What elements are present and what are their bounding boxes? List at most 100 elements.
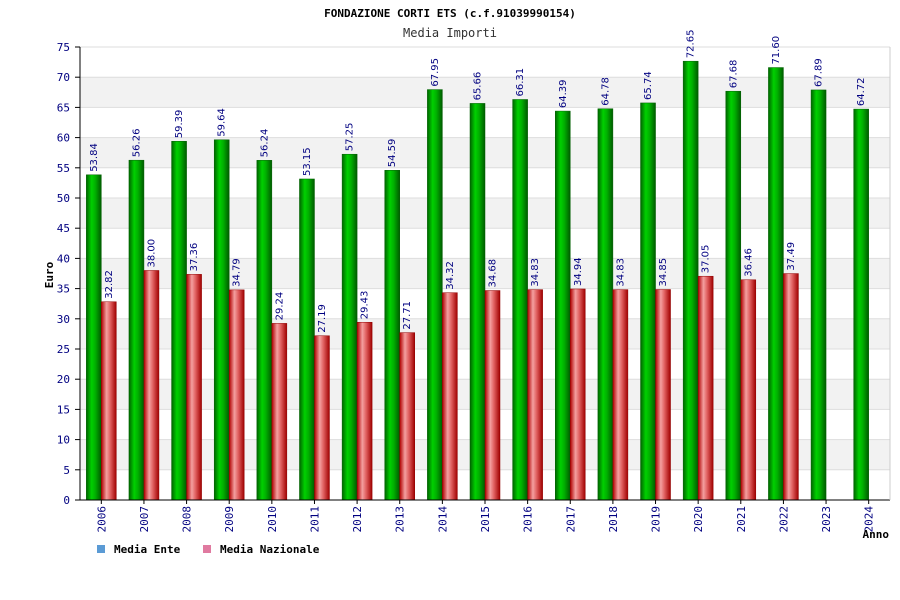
bar-media-nazionale <box>314 335 330 501</box>
x-tick-label: 2006 <box>95 506 108 533</box>
bar-media-nazionale <box>101 301 117 501</box>
bar-label-media-ente: 59.64 <box>217 108 228 137</box>
x-tick-label: 2018 <box>607 506 620 533</box>
bar-label-media-nazionale: 34.79 <box>232 258 243 287</box>
axes <box>79 47 891 501</box>
y-tick-label: 70 <box>57 71 70 84</box>
legend-swatch-media-nazionale <box>203 545 211 553</box>
chart-subtitle: Media Importi <box>403 26 497 40</box>
bar-media-nazionale <box>399 332 415 501</box>
bar-media-ente <box>853 108 869 501</box>
bar-media-ente <box>725 90 742 501</box>
bar-label-media-ente: 72.65 <box>686 30 697 59</box>
bar-label-media-nazionale: 27.71 <box>402 301 413 330</box>
x-tick-label: 2019 <box>650 506 663 533</box>
bar-label-media-nazionale: 37.05 <box>701 245 712 274</box>
x-tick-label: 2008 <box>181 506 194 533</box>
bar-media-ente <box>86 174 102 501</box>
bar-label-media-nazionale: 37.36 <box>189 243 200 272</box>
bar-media-ente <box>171 141 187 501</box>
bar-media-nazionale <box>570 288 586 501</box>
x-tick-label: 2011 <box>308 506 321 533</box>
y-tick-label: 75 <box>57 41 70 54</box>
bar-label-media-nazionale: 34.83 <box>615 258 626 287</box>
bar-media-ente <box>555 110 571 501</box>
x-tick-label: 2013 <box>394 506 407 533</box>
x-tick-label: 2021 <box>735 506 748 533</box>
bar-media-nazionale <box>143 270 160 501</box>
bar-label-media-nazionale: 34.85 <box>658 258 669 287</box>
bar-media-nazionale <box>527 289 543 501</box>
y-tick-label: 5 <box>63 464 70 477</box>
x-tick-label: 2007 <box>138 506 151 533</box>
bar-label-media-nazionale: 38.00 <box>146 239 157 268</box>
bar-media-nazionale <box>228 289 245 501</box>
bar-label-media-ente: 65.66 <box>473 72 484 101</box>
bar-media-nazionale <box>697 275 714 501</box>
bar-media-nazionale <box>783 273 799 501</box>
bar-label-media-ente: 67.89 <box>814 58 825 87</box>
legend: Media Ente Media Nazionale <box>97 543 320 556</box>
bar-media-ente <box>768 67 784 501</box>
bar-media-nazionale <box>612 289 629 501</box>
x-tick-label: 2016 <box>522 506 535 533</box>
x-tick-label: 2024 <box>863 506 876 533</box>
y-tick-label: 40 <box>57 252 70 265</box>
bar-media-ente <box>469 103 486 501</box>
bar-label-media-ente: 53.15 <box>302 147 313 176</box>
bar-label-media-nazionale: 29.24 <box>274 292 285 321</box>
y-tick-label: 35 <box>57 283 70 296</box>
bar-label-media-nazionale: 34.94 <box>573 257 584 286</box>
y-axis-label: Euro <box>43 261 56 288</box>
x-tick-label: 2009 <box>223 506 236 533</box>
y-tick-label: 0 <box>63 494 70 507</box>
bar-media-nazionale <box>484 290 501 501</box>
bar-media-ente <box>640 102 656 501</box>
bar-label-media-ente: 66.31 <box>515 68 526 97</box>
y-tick-label: 60 <box>57 132 70 145</box>
x-tick-label: 2023 <box>820 506 833 533</box>
bar-media-ente <box>213 139 230 501</box>
bar-label-media-ente: 53.84 <box>89 143 100 172</box>
bar-media-ente <box>384 170 400 501</box>
bar-label-media-nazionale: 34.32 <box>445 261 456 290</box>
y-tick-label: 45 <box>57 222 70 235</box>
bar-label-media-ente: 59.39 <box>174 110 185 139</box>
bar-label-media-ente: 67.95 <box>430 58 441 87</box>
x-tick-label: 2014 <box>436 506 449 533</box>
legend-swatch-media-ente <box>97 545 105 553</box>
x-tick-label: 2015 <box>479 506 492 533</box>
y-tick-label: 55 <box>57 162 70 175</box>
y-tick-label: 50 <box>57 192 70 205</box>
bar-label-media-ente: 56.26 <box>131 129 142 158</box>
bar-media-nazionale <box>271 323 288 501</box>
bar-label-media-nazionale: 29.43 <box>360 291 371 320</box>
bar-media-ente <box>512 99 528 501</box>
bar-label-media-ente: 65.74 <box>643 71 654 100</box>
bar-label-media-ente: 54.59 <box>387 139 398 168</box>
bar-media-nazionale <box>356 321 373 501</box>
y-tick-label: 30 <box>57 313 70 326</box>
x-axis-ticks: 2006 2007 2008 2009 2010 2011 2012 2013 2014 2015… <box>95 500 876 533</box>
bar-media-ente <box>299 178 315 501</box>
x-axis-label: Anno <box>863 528 890 541</box>
y-tick-label: 25 <box>57 343 70 356</box>
y-tick-label: 10 <box>57 434 70 447</box>
x-tick-label: 2012 <box>351 506 364 533</box>
bar-label-media-ente: 56.24 <box>259 129 270 158</box>
y-tick-label: 15 <box>57 403 70 416</box>
bar-media-ente <box>256 160 273 501</box>
bar-label-media-ente: 64.72 <box>856 77 867 106</box>
x-tick-label: 2017 <box>564 506 577 533</box>
y-tick-label: 65 <box>57 101 70 114</box>
bars: 53.84 32.82 56.26 38.00 59.39 37.36 59.64 34.79… <box>86 30 869 501</box>
x-tick-label: 2010 <box>266 506 279 533</box>
bar-label-media-nazionale: 34.83 <box>530 258 541 287</box>
bar-label-media-ente: 67.68 <box>728 60 739 89</box>
chart-title: FONDAZIONE CORTI ETS (c.f.91039990154) <box>324 7 576 20</box>
bar-media-ente <box>128 159 145 501</box>
bar-label-media-ente: 64.39 <box>558 79 569 108</box>
bar-media-nazionale <box>655 289 671 501</box>
bar-media-ente <box>682 60 699 501</box>
